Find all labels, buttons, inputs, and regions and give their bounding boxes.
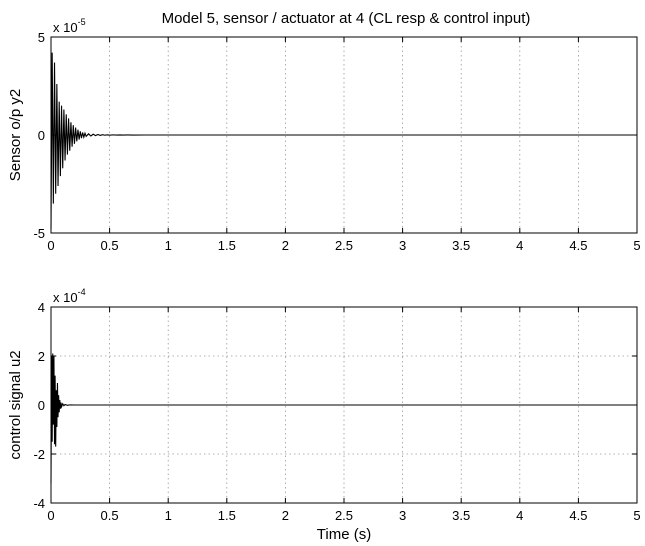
x-tick-label: 4	[516, 508, 523, 523]
y-axis-label: Sensor o/p y2	[7, 89, 24, 182]
y-tick-label: 4	[38, 300, 45, 315]
series-line-0	[50, 353, 637, 484]
x-tick-label: 1	[165, 508, 172, 523]
x-tick-label: 2.5	[335, 238, 353, 253]
x-tick-label: 0.5	[101, 508, 119, 523]
x-tick-label: 2.5	[335, 508, 353, 523]
x-tick-label: 5	[633, 238, 640, 253]
y-multiplier: x 10-5	[53, 17, 86, 35]
x-tick-label: 3.5	[452, 238, 470, 253]
chart-title: Model 5, sensor / actuator at 4 (CL resp…	[162, 10, 531, 27]
y-tick-label: 0	[38, 398, 45, 413]
control-signal-plot: -4 -2 0 2 4 0 0.5 1 1.5 2 2.5 3 3.5 4 4.5 5 x 10-4 con…	[7, 287, 641, 543]
x-tick-label: 4.5	[569, 238, 587, 253]
x-tick-label: 3	[399, 508, 406, 523]
x-tick-label: 1.5	[218, 508, 236, 523]
x-ticks: 0 0.5 1 1.5 2 2.5 3 3.5 4 4.5 5	[47, 37, 641, 253]
y-tick-label: 0	[38, 128, 45, 143]
sensor-output-plot: -505 0 0.5 1 1.5 2 2.5 3 3.5 4 4.5 5 x 10-5 Sensor…	[7, 17, 641, 253]
y-tick-label: 5	[38, 30, 45, 45]
x-ticks: 0 0.5 1 1.5 2 2.5 3 3.5 4 4.5 5	[47, 307, 641, 523]
y-tick-label: 2	[38, 349, 45, 364]
x-tick-label: 4.5	[569, 508, 587, 523]
x-tick-label: 0	[47, 238, 54, 253]
x-axis-label: Time (s)	[317, 526, 371, 543]
x-tick-label: 4	[516, 238, 523, 253]
x-tick-label: 5	[633, 508, 640, 523]
x-tick-label: 2	[282, 508, 289, 523]
series-group	[50, 52, 637, 230]
x-tick-label: 1	[165, 238, 172, 253]
x-tick-label: 1.5	[218, 238, 236, 253]
series-line-0	[50, 52, 637, 230]
y-axis-label: control signal u2	[7, 350, 24, 459]
y-tick-label: -2	[33, 447, 45, 462]
x-tick-label: 2	[282, 238, 289, 253]
y-tick-label: -5	[33, 226, 45, 241]
series-group	[50, 353, 637, 484]
x-tick-label: 3.5	[452, 508, 470, 523]
y-multiplier: x 10-4	[53, 287, 86, 305]
y-tick-label: -4	[33, 496, 45, 511]
x-tick-label: 0.5	[101, 238, 119, 253]
x-tick-label: 0	[47, 508, 54, 523]
x-tick-label: 3	[399, 238, 406, 253]
